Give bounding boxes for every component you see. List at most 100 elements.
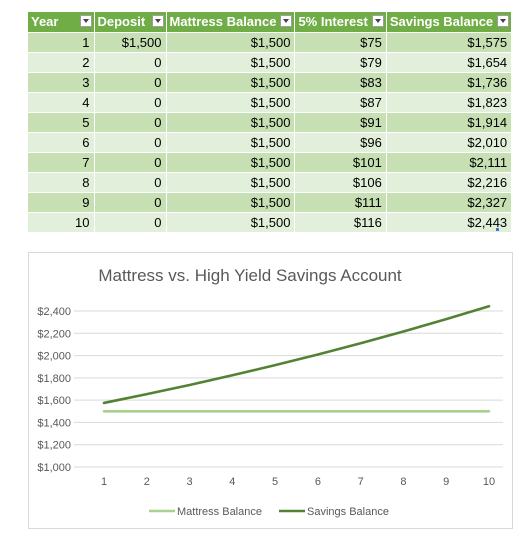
table-cell[interactable]: $2,010 — [386, 132, 513, 153]
table-row: 7 0 $1,500 $101 $2,111 — [28, 152, 513, 173]
filter-dropdown-icon[interactable] — [151, 15, 164, 27]
table-row: 4 0 $1,500 $87 $1,823 — [28, 92, 513, 113]
filter-dropdown-icon[interactable] — [280, 15, 293, 27]
table-cell[interactable]: $1,575 — [386, 32, 513, 53]
header-deposit[interactable]: Deposit — [94, 12, 167, 33]
table-cell[interactable]: $1,500 — [166, 172, 296, 193]
table-cell[interactable]: 1 — [28, 32, 95, 53]
header-mattress-balance[interactable]: Mattress Balance — [166, 12, 296, 33]
table-cell[interactable]: $91 — [294, 112, 387, 133]
table-cell[interactable]: $101 — [294, 152, 387, 173]
table-cell[interactable]: 0 — [94, 72, 167, 93]
filter-dropdown-icon[interactable] — [79, 15, 92, 27]
x-tick-label: 5 — [272, 476, 278, 488]
table-cell[interactable]: $87 — [294, 92, 387, 113]
legend-label: Mattress Balance — [177, 506, 262, 518]
table-cell[interactable]: $1,500 — [166, 92, 296, 113]
header-label: Deposit — [97, 14, 146, 30]
table-row: 6 0 $1,500 $96 $2,010 — [28, 132, 513, 153]
table-cell[interactable]: $1,500 — [166, 52, 296, 73]
x-tick-label: 1 — [101, 476, 107, 488]
header-label: Mattress Balance — [169, 14, 277, 30]
chart-title: Mattress vs. High Yield Savings Account — [98, 266, 402, 285]
table-cell[interactable]: 0 — [94, 212, 167, 233]
table-cell[interactable]: 0 — [94, 192, 167, 213]
y-tick-label: $2,000 — [37, 351, 71, 363]
x-tick-label: 4 — [229, 476, 235, 488]
table-cell[interactable]: 0 — [94, 152, 167, 173]
table-cell[interactable]: $1,500 — [166, 192, 296, 213]
table-cell[interactable]: $1,500 — [166, 212, 296, 233]
x-tick-label: 2 — [144, 476, 150, 488]
x-tick-label: 7 — [358, 476, 364, 488]
table-cell[interactable]: $1,500 — [166, 112, 296, 133]
table-cell[interactable]: $1,500 — [166, 72, 296, 93]
table-cell[interactable]: 0 — [94, 132, 167, 153]
header-savings-balance[interactable]: Savings Balance — [386, 12, 513, 33]
table-cell[interactable]: $1,654 — [386, 52, 513, 73]
table-row: 8 0 $1,500 $106 $2,216 — [28, 172, 513, 193]
table-cell[interactable]: 6 — [28, 132, 95, 153]
y-tick-label: $1,200 — [37, 440, 71, 452]
table-cell[interactable]: $106 — [294, 172, 387, 193]
table-cell[interactable]: $83 — [294, 72, 387, 93]
series-line-savings-balance[interactable] — [102, 304, 491, 405]
header-label: Savings Balance — [389, 14, 494, 30]
table-row: 1 $1,500 $1,500 $75 $1,575 — [28, 32, 513, 53]
table-cell[interactable]: 0 — [94, 92, 167, 113]
table-cell[interactable]: 2 — [28, 52, 95, 73]
table-cell[interactable]: $2,216 — [386, 172, 513, 193]
table-cell[interactable]: 0 — [94, 112, 167, 133]
header-year[interactable]: Year — [28, 12, 95, 33]
table-cell[interactable]: $1,500 — [94, 32, 167, 53]
table-cell[interactable]: $116 — [294, 212, 387, 233]
y-tick-label: $2,200 — [37, 328, 71, 340]
table-cell[interactable]: $2,443 — [386, 212, 513, 233]
table-cell[interactable]: $1,500 — [166, 132, 296, 153]
y-tick-label: $1,800 — [37, 373, 71, 385]
x-tick-label: 9 — [443, 476, 449, 488]
line-chart: Mattress vs. High Yield Savings Account … — [37, 266, 503, 518]
table-cell[interactable]: $79 — [294, 52, 387, 73]
table-cell[interactable]: $1,914 — [386, 112, 513, 133]
header-label: 5% Interest — [298, 14, 368, 30]
table-cell[interactable]: $1,500 — [166, 32, 296, 53]
chart-frame[interactable]: Mattress vs. High Yield Savings Account … — [28, 252, 513, 529]
filter-dropdown-icon[interactable] — [497, 15, 510, 27]
table-cell[interactable]: $2,327 — [386, 192, 513, 213]
table-cell[interactable]: 7 — [28, 152, 95, 173]
table-cell[interactable]: $2,111 — [386, 152, 513, 173]
x-tick-label: 8 — [400, 476, 406, 488]
table-cell[interactable]: 5 — [28, 112, 95, 133]
table-cell[interactable]: 9 — [28, 192, 95, 213]
legend-label: Savings Balance — [307, 506, 389, 518]
y-tick-label: $1,000 — [37, 462, 71, 474]
table-cell[interactable]: $1,823 — [386, 92, 513, 113]
table-cell[interactable]: $1,736 — [386, 72, 513, 93]
data-table: Year Deposit Mattress Balance 5% Interes… — [28, 12, 513, 233]
table-row: 10 0 $1,500 $116 $2,443 — [28, 212, 513, 233]
table-cell[interactable]: $96 — [294, 132, 387, 153]
table-cell[interactable]: $111 — [294, 192, 387, 213]
table-cell[interactable]: 10 — [28, 212, 95, 233]
x-tick-label: 6 — [315, 476, 321, 488]
table-cell[interactable]: $1,500 — [166, 152, 296, 173]
table-cell[interactable]: 0 — [94, 172, 167, 193]
table-row: 5 0 $1,500 $91 $1,914 — [28, 112, 513, 133]
y-tick-label: $2,400 — [37, 306, 71, 318]
table-cell[interactable]: 3 — [28, 72, 95, 93]
y-tick-label: $1,600 — [37, 395, 71, 407]
x-tick-label: 3 — [186, 476, 192, 488]
y-tick-label: $1,400 — [37, 417, 71, 429]
header-label: Year — [31, 14, 59, 30]
header-interest[interactable]: 5% Interest — [294, 12, 387, 33]
filter-dropdown-icon[interactable] — [371, 15, 384, 27]
table-row: 3 0 $1,500 $83 $1,736 — [28, 72, 513, 93]
table-cell[interactable]: 8 — [28, 172, 95, 193]
table-resize-handle[interactable] — [496, 228, 499, 231]
table-cell[interactable]: 0 — [94, 52, 167, 73]
table-header-row: Year Deposit Mattress Balance 5% Interes… — [28, 12, 513, 33]
table-cell[interactable]: 4 — [28, 92, 95, 113]
table-cell[interactable]: $75 — [294, 32, 387, 53]
table-row: 9 0 $1,500 $111 $2,327 — [28, 192, 513, 213]
